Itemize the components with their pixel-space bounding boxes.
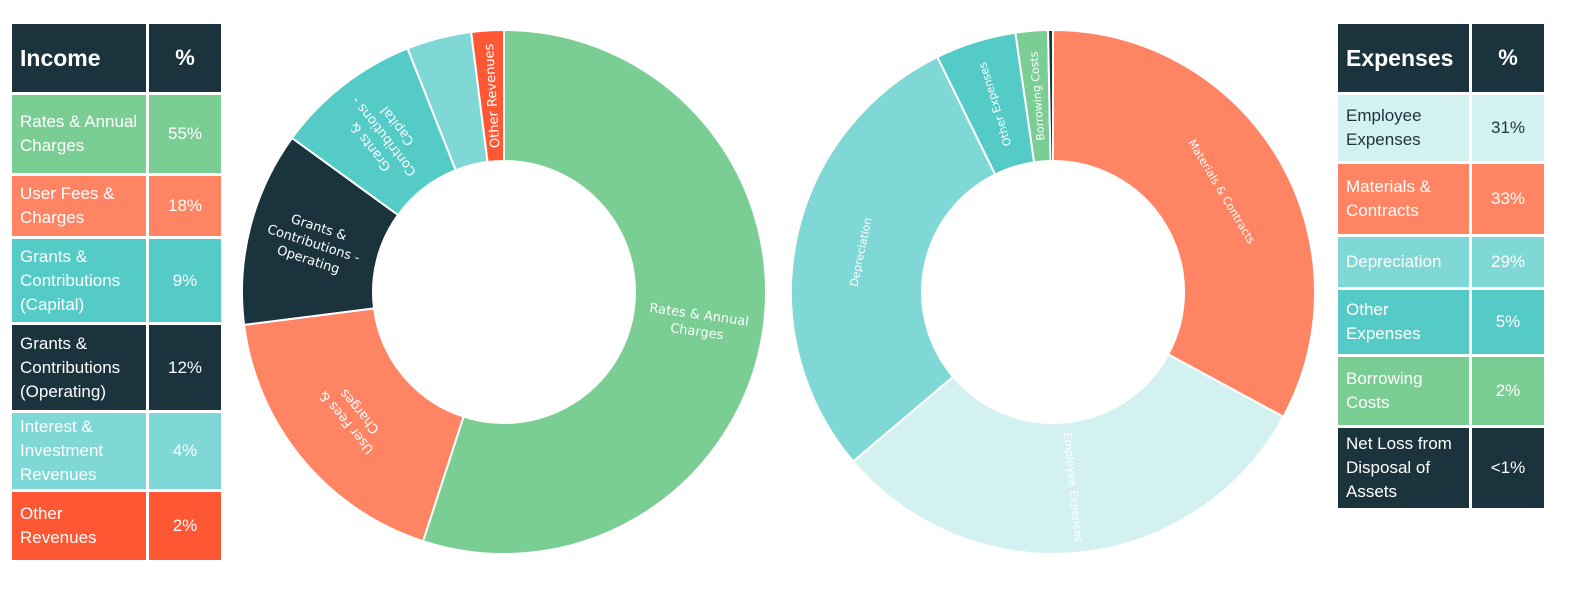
- income-row-other-revenues: Other Revenues 2%: [12, 492, 221, 560]
- row-percent: 33%: [1472, 164, 1544, 234]
- expenses-row-other-expenses: Other Expenses 5%: [1338, 290, 1544, 354]
- row-label: Materials & Contracts: [1338, 164, 1469, 234]
- row-label: Grants & Contributions (Operating): [12, 325, 146, 410]
- expenses-header-row: Expenses %: [1338, 24, 1544, 92]
- slice-other-revenues: [470, 28, 505, 164]
- slice-label-line: Other Revenues: [482, 43, 504, 148]
- row-percent: 29%: [1472, 237, 1544, 287]
- income-row-grants-contributions-capital: Grants & Contributions (Capital) 9%: [12, 239, 221, 322]
- expenses-row-employee-expenses: Employee Expenses 31%: [1338, 95, 1544, 161]
- income-row-interest-investment-revenues: Interest & Investment Revenues 4%: [12, 413, 221, 489]
- row-label: Net Loss from Disposal of Assets: [1338, 428, 1469, 508]
- expenses-header-label: Expenses: [1338, 24, 1469, 92]
- row-label: Grants & Contributions (Capital): [12, 239, 146, 322]
- row-percent: 2%: [149, 492, 221, 560]
- income-row-grants-contributions-operating: Grants & Contributions (Operating) 12%: [12, 325, 221, 410]
- row-label: Borrowing Costs: [1338, 357, 1469, 425]
- income-row-rates-annual-charges: Rates & Annual Charges 55%: [12, 95, 221, 173]
- slice-employee-expenses: [851, 353, 1285, 555]
- slice-label-line: Charges: [669, 321, 724, 343]
- row-percent: <1%: [1472, 428, 1544, 508]
- row-label: Employee Expenses: [1338, 95, 1469, 161]
- slice-net-loss-from-disposal-of-assets: [1047, 28, 1054, 163]
- expenses-row-materials-contracts: Materials & Contracts 33%: [1338, 164, 1544, 234]
- row-percent: 4%: [149, 413, 221, 489]
- slice-user-fees-charges: [242, 307, 465, 543]
- income-row-user-fees-charges: User Fees & Charges 18%: [12, 176, 221, 236]
- row-percent: 2%: [1472, 357, 1544, 425]
- income-header-percent: %: [149, 24, 221, 92]
- expenses-table: Expenses % Employee Expenses 31% Materials…: [1335, 21, 1547, 511]
- slice-label-other-revenues: Other Revenues: [482, 43, 504, 148]
- slice-rates-annual-charges: [421, 28, 767, 555]
- slice-depreciation: [790, 55, 997, 463]
- row-label: Rates & Annual Charges: [12, 95, 146, 173]
- row-label: User Fees & Charges: [12, 176, 146, 236]
- income-table: Income % Rates & Annual Charges 55% User F…: [9, 21, 224, 563]
- expenses-table-body: Expenses % Employee Expenses 31% Materials…: [1338, 24, 1544, 508]
- row-percent: 5%: [1472, 290, 1544, 354]
- row-label: Other Revenues: [12, 492, 146, 560]
- row-percent: 18%: [149, 176, 221, 236]
- row-label: Depreciation: [1338, 237, 1469, 287]
- expenses-header-percent: %: [1472, 24, 1544, 92]
- expenses-row-depreciation: Depreciation 29%: [1338, 237, 1544, 287]
- income-table-body: Income % Rates & Annual Charges 55% User F…: [12, 24, 221, 560]
- income-header-row: Income %: [12, 24, 221, 92]
- row-percent: 12%: [149, 325, 221, 410]
- income-header-label: Income: [12, 24, 146, 92]
- expenses-row-net-loss-from-disposal-of-assets: Net Loss from Disposal of Assets <1%: [1338, 428, 1544, 508]
- row-percent: 9%: [149, 239, 221, 322]
- row-label: Interest & Investment Revenues: [12, 413, 146, 489]
- row-percent: 31%: [1472, 95, 1544, 161]
- row-percent: 55%: [149, 95, 221, 173]
- slice-materials-contracts: [1052, 28, 1316, 419]
- row-label: Other Expenses: [1338, 290, 1469, 354]
- expenses-row-borrowing-costs: Borrowing Costs 2%: [1338, 357, 1544, 425]
